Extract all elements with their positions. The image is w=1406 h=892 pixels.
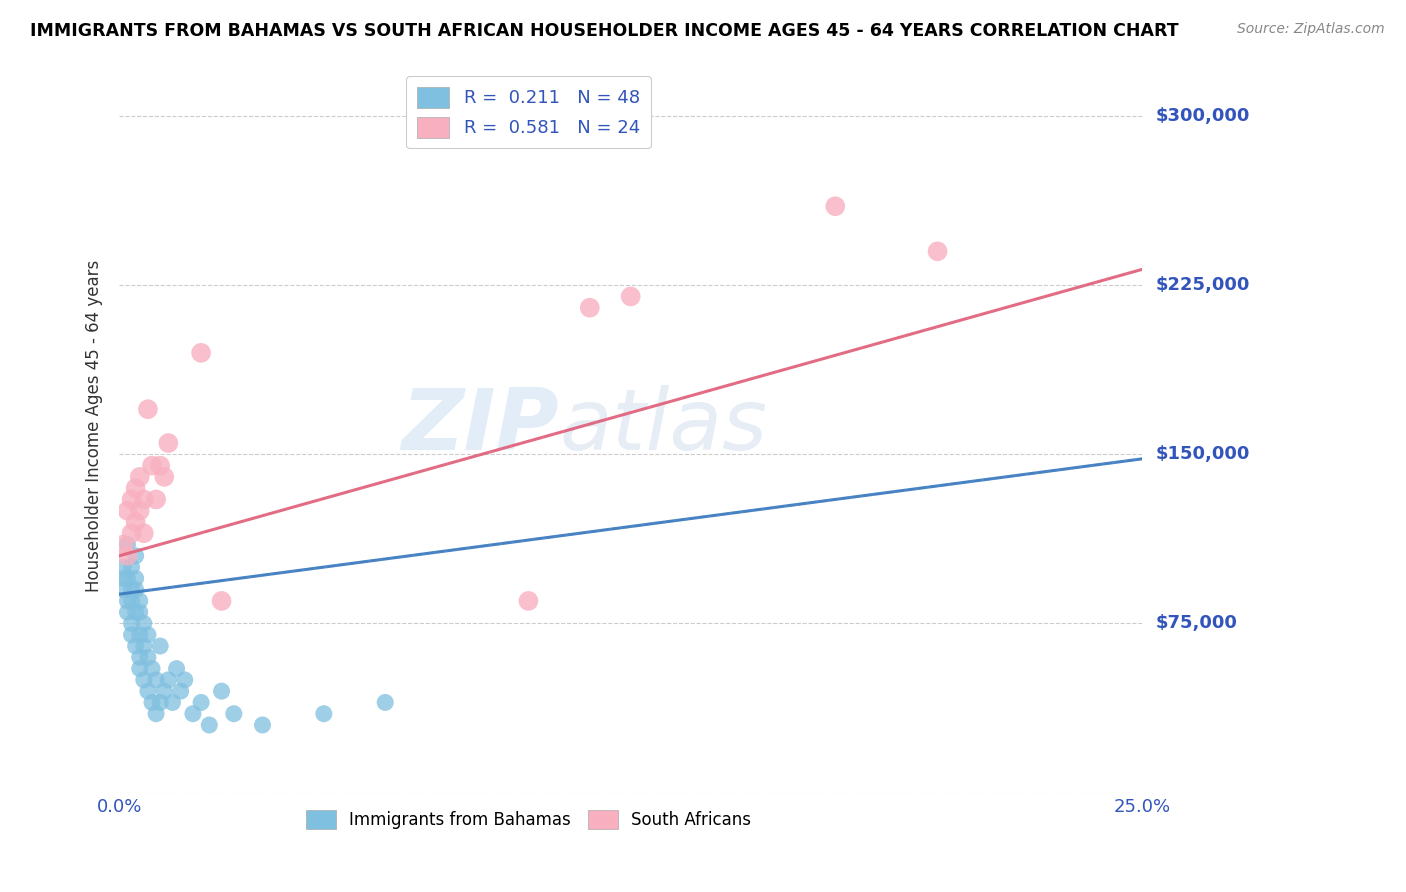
Point bbox=[124, 571, 146, 585]
Point bbox=[117, 504, 139, 518]
Point bbox=[374, 695, 396, 709]
Point bbox=[132, 492, 155, 507]
Point bbox=[128, 470, 150, 484]
Point bbox=[141, 662, 163, 676]
Point bbox=[132, 526, 155, 541]
Point bbox=[136, 628, 159, 642]
Point bbox=[181, 706, 204, 721]
Point bbox=[128, 605, 150, 619]
Point bbox=[124, 582, 146, 597]
Point bbox=[112, 560, 135, 574]
Text: $150,000: $150,000 bbox=[1156, 445, 1250, 463]
Point bbox=[121, 526, 143, 541]
Point bbox=[620, 289, 643, 303]
Point bbox=[136, 650, 159, 665]
Point bbox=[124, 481, 146, 495]
Point bbox=[149, 639, 172, 653]
Point bbox=[128, 662, 150, 676]
Point bbox=[141, 695, 163, 709]
Point bbox=[117, 571, 139, 585]
Text: $75,000: $75,000 bbox=[1156, 615, 1237, 632]
Point bbox=[117, 594, 139, 608]
Point bbox=[121, 492, 143, 507]
Point bbox=[145, 673, 167, 687]
Point bbox=[312, 706, 335, 721]
Point bbox=[136, 402, 159, 417]
Point bbox=[117, 549, 139, 563]
Point bbox=[121, 616, 143, 631]
Text: ZIP: ZIP bbox=[402, 384, 560, 467]
Point bbox=[132, 616, 155, 631]
Point bbox=[149, 695, 172, 709]
Point bbox=[124, 549, 146, 563]
Point bbox=[141, 458, 163, 473]
Point bbox=[128, 594, 150, 608]
Point bbox=[190, 695, 212, 709]
Point bbox=[211, 684, 233, 698]
Point bbox=[149, 458, 172, 473]
Point bbox=[121, 582, 143, 597]
Point bbox=[517, 594, 540, 608]
Point bbox=[136, 684, 159, 698]
Point bbox=[824, 199, 846, 213]
Point bbox=[173, 673, 195, 687]
Text: IMMIGRANTS FROM BAHAMAS VS SOUTH AFRICAN HOUSEHOLDER INCOME AGES 45 - 64 YEARS C: IMMIGRANTS FROM BAHAMAS VS SOUTH AFRICAN… bbox=[31, 22, 1178, 40]
Point bbox=[117, 605, 139, 619]
Point bbox=[211, 594, 233, 608]
Point bbox=[128, 628, 150, 642]
Point bbox=[121, 594, 143, 608]
Point bbox=[169, 684, 191, 698]
Point bbox=[157, 673, 180, 687]
Point bbox=[128, 504, 150, 518]
Point bbox=[157, 436, 180, 450]
Point bbox=[153, 470, 176, 484]
Point bbox=[927, 244, 949, 259]
Point bbox=[132, 673, 155, 687]
Point bbox=[112, 571, 135, 585]
Point bbox=[132, 639, 155, 653]
Point bbox=[578, 301, 600, 315]
Point bbox=[124, 515, 146, 529]
Text: $300,000: $300,000 bbox=[1156, 107, 1250, 125]
Point bbox=[198, 718, 221, 732]
Text: atlas: atlas bbox=[560, 384, 768, 467]
Legend: Immigrants from Bahamas, South Africans: Immigrants from Bahamas, South Africans bbox=[299, 803, 758, 836]
Point bbox=[124, 605, 146, 619]
Point bbox=[112, 582, 135, 597]
Point bbox=[128, 650, 150, 665]
Text: Source: ZipAtlas.com: Source: ZipAtlas.com bbox=[1237, 22, 1385, 37]
Text: $225,000: $225,000 bbox=[1156, 277, 1250, 294]
Point bbox=[153, 684, 176, 698]
Point bbox=[252, 718, 274, 732]
Point bbox=[124, 639, 146, 653]
Point bbox=[222, 706, 245, 721]
Point bbox=[190, 346, 212, 360]
Point bbox=[166, 662, 188, 676]
Point bbox=[162, 695, 184, 709]
Point bbox=[121, 560, 143, 574]
Point bbox=[145, 492, 167, 507]
Y-axis label: Householder Income Ages 45 - 64 years: Householder Income Ages 45 - 64 years bbox=[86, 260, 103, 592]
Point bbox=[112, 537, 135, 551]
Point bbox=[121, 628, 143, 642]
Point bbox=[117, 537, 139, 551]
Point bbox=[145, 706, 167, 721]
